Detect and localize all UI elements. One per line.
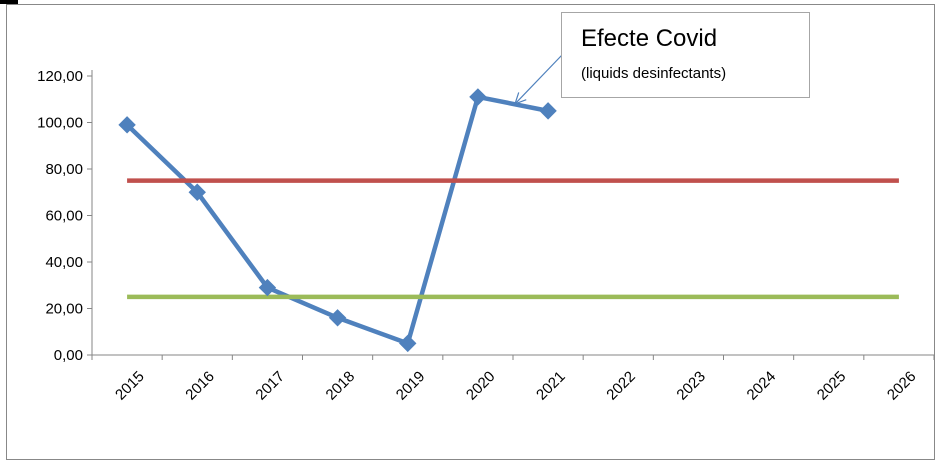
annotation-callout: Efecte Covid (liquids desinfectants) xyxy=(561,12,810,98)
data-points xyxy=(118,88,557,353)
y-tick-label: 120,00 xyxy=(37,68,83,85)
annotation-subtitle: (liquids desinfectants) xyxy=(581,65,727,82)
y-tick-label: 80,00 xyxy=(45,161,83,178)
data-point-marker xyxy=(258,278,277,297)
y-tick-label: 60,00 xyxy=(45,208,83,225)
data-point-marker xyxy=(469,88,487,106)
y-tick-label: 20,00 xyxy=(45,301,83,318)
data-point-marker xyxy=(188,183,206,201)
corner-mark xyxy=(0,0,18,4)
y-tick-label: 40,00 xyxy=(45,254,83,271)
callout-arrowhead xyxy=(514,92,527,105)
y-tick-label: 0,00 xyxy=(54,347,83,364)
callout-pointer xyxy=(514,54,563,105)
y-tick-labels: 0,00 20,00 40,00 60,00 80,00 100,00 120,00 xyxy=(37,68,83,364)
data-point-marker xyxy=(118,116,136,134)
data-point-marker xyxy=(399,334,417,353)
y-tick-label: 100,00 xyxy=(37,115,83,132)
annotation-title: Efecte Covid xyxy=(581,25,718,52)
data-point-marker xyxy=(328,309,347,327)
data-point-marker xyxy=(539,102,557,120)
axes xyxy=(87,70,935,360)
